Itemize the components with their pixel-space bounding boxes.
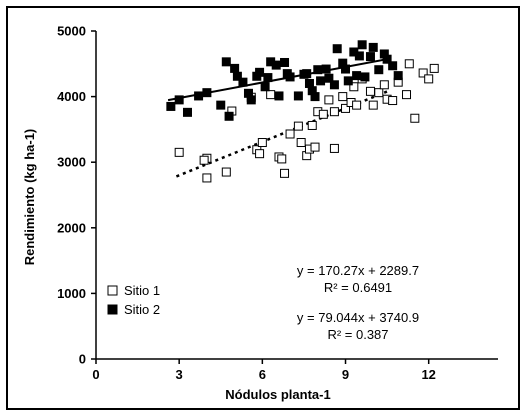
data-point-sitio-1 <box>402 90 412 100</box>
x-tick-label: 0 <box>92 367 99 382</box>
data-point-sitio-2 <box>238 77 248 87</box>
equation-sitio-2: y = 79.044x + 3740.9 <box>297 310 419 325</box>
data-point-sitio-1 <box>257 138 267 148</box>
legend: Sitio 1 Sitio 2 <box>107 283 160 317</box>
data-point-sitio-1 <box>318 109 328 119</box>
data-point-sitio-2 <box>194 91 204 101</box>
data-point-sitio-1 <box>429 63 439 73</box>
data-point-sitio-2 <box>321 64 331 74</box>
data-point-sitio-2 <box>263 73 273 83</box>
data-point-sitio-2 <box>374 65 384 75</box>
y-axis-title: Rendimiento (kg ha-1) <box>22 129 37 266</box>
data-point-sitio-2 <box>221 57 231 67</box>
data-point-sitio-2 <box>341 64 351 74</box>
data-point-sitio-1 <box>338 92 348 102</box>
legend-label-sitio-2: Sitio 2 <box>124 302 160 317</box>
data-point-sitio-1 <box>388 96 398 106</box>
data-point-sitio-1 <box>296 138 306 148</box>
data-point-sitio-2 <box>174 95 184 105</box>
data-point-sitio-2 <box>360 72 370 82</box>
data-point-sitio-2 <box>357 40 367 50</box>
data-point-sitio-2 <box>332 44 342 54</box>
data-point-sitio-2 <box>343 76 353 86</box>
equation-sitio-1: y = 170.27x + 2289.7 <box>297 263 419 278</box>
x-tick-label: 3 <box>176 367 183 382</box>
data-point-sitio-2 <box>232 71 242 81</box>
x-tick-label: 9 <box>342 367 349 382</box>
data-point-sitio-1 <box>352 100 362 110</box>
data-point-sitio-2 <box>246 95 256 105</box>
data-point-sitio-1 <box>410 113 420 123</box>
y-tick-label: 4000 <box>57 89 86 104</box>
legend-marker-sitio-1 <box>107 285 118 296</box>
data-point-sitio-2 <box>365 52 375 62</box>
data-point-sitio-1 <box>285 129 295 139</box>
data-point-sitio-2 <box>329 80 339 90</box>
data-point-sitio-1 <box>174 147 184 157</box>
data-point-sitio-1 <box>404 59 414 69</box>
data-point-sitio-1 <box>374 88 384 98</box>
data-point-sitio-1 <box>379 80 389 90</box>
data-point-sitio-2 <box>230 63 240 73</box>
data-point-sitio-1 <box>202 173 212 183</box>
r2-sitio-2: R² = 0.387 <box>327 327 388 342</box>
data-point-sitio-2 <box>166 101 176 111</box>
data-point-sitio-1 <box>199 155 209 165</box>
regression-annotations: y = 170.27x + 2289.7 R² = 0.6491 y = 79.… <box>297 263 419 342</box>
data-point-sitio-1 <box>349 82 359 92</box>
data-point-sitio-1 <box>424 74 434 84</box>
data-point-sitio-2 <box>388 61 398 71</box>
data-point-sitio-2 <box>271 60 281 70</box>
data-point-sitio-2 <box>285 72 295 82</box>
data-points <box>166 40 439 183</box>
data-point-sitio-1 <box>341 103 351 113</box>
axes: 0 1000 2000 3000 4000 5000 0 3 6 9 12 <box>57 24 498 382</box>
data-point-sitio-2 <box>274 91 284 101</box>
y-tick-label: 0 <box>79 352 86 367</box>
y-tick-label: 3000 <box>57 155 86 170</box>
x-axis-title: Nódulos planta-1 <box>225 387 330 402</box>
data-point-sitio-2 <box>393 71 403 81</box>
data-point-sitio-2 <box>368 42 378 52</box>
data-point-sitio-1 <box>307 120 317 130</box>
data-point-sitio-1 <box>368 100 378 110</box>
data-point-sitio-1 <box>329 107 339 117</box>
data-point-sitio-2 <box>280 57 290 67</box>
data-point-sitio-1 <box>280 168 290 178</box>
data-point-sitio-2 <box>302 69 312 79</box>
legend-label-sitio-1: Sitio 1 <box>124 283 160 298</box>
data-point-sitio-2 <box>255 67 265 77</box>
data-point-sitio-1 <box>329 143 339 153</box>
x-tick-label: 6 <box>259 367 266 382</box>
data-point-sitio-2 <box>260 82 270 92</box>
data-point-sitio-1 <box>293 121 303 131</box>
y-tick-label: 5000 <box>57 24 86 39</box>
data-point-sitio-1 <box>324 95 334 105</box>
data-point-sitio-2 <box>293 91 303 101</box>
data-point-sitio-2 <box>313 65 323 75</box>
data-point-sitio-1 <box>365 86 375 96</box>
x-tick-label: 12 <box>421 367 435 382</box>
data-point-sitio-2 <box>352 71 362 81</box>
y-tick-label: 2000 <box>57 220 86 235</box>
data-point-sitio-2 <box>382 54 392 64</box>
data-point-sitio-2 <box>182 107 192 117</box>
data-point-sitio-1 <box>418 68 428 78</box>
data-point-sitio-2 <box>354 51 364 61</box>
data-point-sitio-1 <box>221 167 231 177</box>
data-point-sitio-2 <box>216 100 226 110</box>
data-point-sitio-2 <box>202 88 212 98</box>
data-point-sitio-2 <box>316 76 326 86</box>
data-point-sitio-1 <box>310 142 320 152</box>
data-point-sitio-2 <box>310 92 320 102</box>
r2-sitio-1: R² = 0.6491 <box>324 280 392 295</box>
data-point-sitio-1 <box>277 154 287 164</box>
data-point-sitio-1 <box>266 90 276 100</box>
legend-marker-sitio-2 <box>107 304 118 315</box>
data-point-sitio-2 <box>224 111 234 121</box>
data-point-sitio-2 <box>324 73 334 83</box>
y-tick-label: 1000 <box>57 286 86 301</box>
data-point-sitio-1 <box>255 149 265 159</box>
